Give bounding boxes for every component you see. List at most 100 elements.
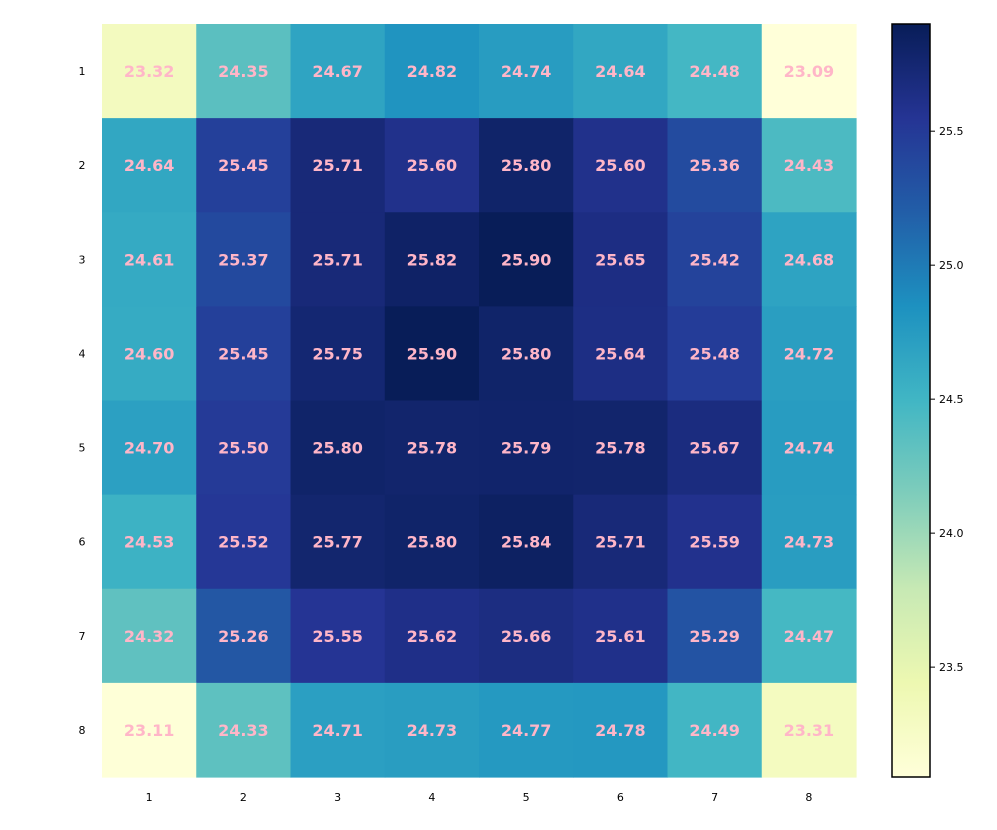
colorbar-ticks: 23.5 24.0 24.5 25.0 25.5 — [930, 125, 964, 674]
cell-value-label: 24.60 — [124, 344, 175, 363]
cell-value-label: 25.52 — [218, 533, 269, 552]
heatmap-cell — [479, 118, 574, 213]
y-tick-label: 2 — [79, 159, 86, 172]
cell-value-label: 25.45 — [218, 344, 269, 363]
heatmap-cell — [102, 306, 197, 402]
heatmap-cell — [761, 212, 857, 307]
y-tick-label: 4 — [79, 347, 86, 360]
cell-value-label: 24.64 — [124, 156, 175, 175]
heatmap-cell — [384, 682, 480, 778]
heatmap-cell — [667, 24, 763, 119]
heatmap-cell — [384, 494, 480, 590]
colorbar: 23.5 24.0 24.5 25.0 25.5 — [891, 23, 964, 778]
cell-value-label: 25.79 — [501, 439, 552, 458]
cell-value-label: 24.68 — [784, 250, 835, 269]
colorbar-tick-label: 23.5 — [939, 661, 964, 674]
heatmap-cell — [102, 24, 197, 119]
cell-value-label: 25.82 — [407, 250, 458, 269]
cell-value-label: 25.90 — [501, 250, 552, 269]
heatmap-cell — [573, 588, 669, 684]
cell-value-label: 25.80 — [501, 344, 552, 363]
heatmap-cell — [102, 588, 197, 684]
colorbar-tick-label: 24.5 — [939, 393, 964, 406]
colorbar-tick-label: 24.0 — [939, 527, 964, 540]
cell-value-label: 25.61 — [595, 627, 646, 646]
cell-value-label: 24.70 — [124, 439, 175, 458]
y-tick-label: 8 — [79, 724, 86, 737]
cell-value-label: 25.50 — [218, 439, 269, 458]
cell-value-label: 24.71 — [312, 721, 363, 740]
cell-value-label: 24.47 — [784, 627, 835, 646]
heatmap-cell — [667, 494, 763, 590]
heatmap-cell — [196, 24, 292, 119]
cell-value-label: 25.62 — [407, 627, 458, 646]
heatmap-cell — [102, 682, 197, 778]
cell-value-label: 24.82 — [407, 62, 458, 81]
heatmap-cell — [290, 682, 386, 778]
cell-value-label: 23.32 — [124, 62, 175, 81]
heatmap-cell — [761, 118, 857, 213]
cell-value-label: 25.90 — [407, 344, 458, 363]
cell-value-label: 25.78 — [407, 439, 458, 458]
cell-value-label: 23.31 — [784, 721, 835, 740]
cell-value-label: 24.49 — [689, 721, 740, 740]
heatmap-cell — [573, 306, 669, 402]
heatmap-cell — [761, 24, 857, 119]
cell-value-label: 24.43 — [784, 156, 835, 175]
cell-value-label: 24.77 — [501, 721, 552, 740]
cell-value-label: 25.45 — [218, 156, 269, 175]
cell-value-label: 25.71 — [312, 156, 363, 175]
y-tick-label: 1 — [79, 65, 86, 78]
heatmap-cell — [290, 494, 386, 590]
cell-value-label: 24.64 — [595, 62, 646, 81]
heatmap-cell — [667, 118, 763, 213]
heatmap-cell — [761, 494, 857, 590]
cell-value-label: 25.78 — [595, 439, 646, 458]
cell-value-label: 25.59 — [689, 533, 740, 552]
heatmap-cell — [196, 118, 292, 213]
heatmap-cell — [667, 400, 763, 496]
heatmap-cell — [667, 306, 763, 402]
y-tick-label: 7 — [79, 630, 86, 643]
cell-value-label: 24.73 — [784, 533, 835, 552]
cell-value-label: 25.67 — [689, 439, 740, 458]
cell-value-label: 25.60 — [407, 156, 458, 175]
heatmap-cell — [196, 682, 292, 778]
heatmap-cell — [290, 212, 386, 307]
cell-value-label: 25.66 — [501, 627, 552, 646]
heatmap-cell — [479, 306, 574, 402]
cell-value-label: 25.29 — [689, 627, 740, 646]
colorbar-tick-label: 25.0 — [939, 259, 964, 272]
heatmap-cell — [384, 306, 480, 402]
x-tick-label: 3 — [334, 791, 341, 804]
cell-value-label: 25.75 — [312, 344, 363, 363]
heatmap-cell — [196, 212, 292, 307]
heatmap-cell — [384, 588, 480, 684]
cell-value-label: 24.73 — [407, 721, 458, 740]
heatmap-cell — [761, 682, 857, 778]
heatmap-cell — [761, 588, 857, 684]
heatmap-cell — [573, 212, 669, 307]
cell-value-label: 24.61 — [124, 250, 175, 269]
colorbar-gradient — [891, 23, 931, 778]
heatmap-cell — [761, 400, 857, 496]
y-axis-ticks: 1 2 3 4 5 6 7 8 — [79, 65, 86, 737]
heatmap-cell — [196, 400, 292, 496]
heatmap-cell — [479, 588, 574, 684]
heatmap-cell — [384, 400, 480, 496]
heatmap-cell — [479, 212, 574, 307]
heatmap-cell — [196, 588, 292, 684]
heatmap-cell — [102, 118, 197, 213]
cell-value-label: 24.74 — [501, 62, 552, 81]
cell-value-label: 25.64 — [595, 344, 646, 363]
heatmap-cell — [667, 682, 763, 778]
x-tick-label: 1 — [146, 791, 153, 804]
heatmap-cell — [102, 400, 197, 496]
x-tick-label: 7 — [711, 791, 718, 804]
cell-value-label: 25.71 — [595, 533, 646, 552]
cell-value-label: 25.80 — [312, 439, 363, 458]
cell-value-label: 24.74 — [784, 439, 835, 458]
y-tick-label: 5 — [79, 442, 86, 455]
cell-value-label: 24.53 — [124, 533, 175, 552]
heatmap-cell — [667, 588, 763, 684]
